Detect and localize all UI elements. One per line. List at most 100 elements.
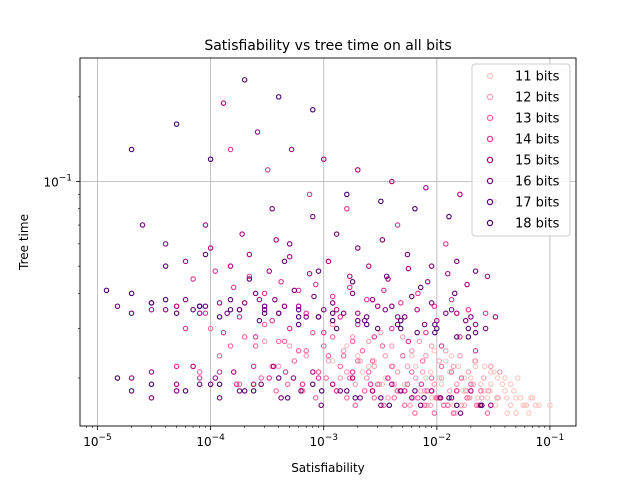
data-point xyxy=(472,358,479,364)
data-point xyxy=(423,185,429,191)
data-point xyxy=(462,388,469,394)
data-point xyxy=(310,329,316,336)
data-point xyxy=(337,314,344,320)
series-17-bits xyxy=(148,251,485,409)
data-point xyxy=(337,375,344,381)
data-point xyxy=(412,388,418,394)
data-point xyxy=(359,348,366,354)
legend-label: 14 bits xyxy=(515,133,560,148)
data-point xyxy=(261,306,268,313)
data-point xyxy=(266,268,273,274)
data-point xyxy=(446,395,452,401)
data-point xyxy=(182,258,189,265)
legend-label: 13 bits xyxy=(515,112,560,127)
data-point xyxy=(236,314,243,320)
data-point xyxy=(329,293,336,300)
data-point xyxy=(318,388,325,394)
data-point xyxy=(412,363,419,370)
data-point xyxy=(128,310,135,316)
data-point xyxy=(398,388,404,394)
data-point xyxy=(286,325,293,332)
data-point xyxy=(473,402,480,409)
data-point xyxy=(391,381,397,388)
data-point xyxy=(470,381,477,388)
data-point xyxy=(427,402,434,409)
data-point xyxy=(266,375,273,381)
data-point xyxy=(148,381,155,388)
data-point xyxy=(265,167,271,173)
data-point xyxy=(389,178,395,185)
legend-marker xyxy=(486,135,494,143)
data-point xyxy=(533,402,539,409)
data-point xyxy=(261,338,268,345)
data-point xyxy=(282,369,289,375)
data-point xyxy=(261,310,268,316)
data-point xyxy=(236,381,243,388)
data-point xyxy=(352,402,359,409)
data-point xyxy=(452,410,458,416)
data-point xyxy=(385,395,391,401)
data-point xyxy=(291,287,298,294)
data-point xyxy=(432,321,438,328)
data-point xyxy=(547,402,553,409)
data-point xyxy=(261,290,268,297)
data-point xyxy=(347,375,353,381)
data-point xyxy=(382,375,389,381)
data-point xyxy=(250,388,257,394)
legend-label: 17 bits xyxy=(515,196,560,211)
data-point xyxy=(258,375,264,381)
data-point xyxy=(478,388,484,394)
data-point xyxy=(369,296,376,303)
data-point xyxy=(246,276,253,282)
plot-frame xyxy=(79,57,577,427)
data-point xyxy=(162,263,169,269)
legend-marker xyxy=(486,219,494,227)
data-point xyxy=(227,343,234,349)
legend-marker xyxy=(486,156,494,164)
data-point xyxy=(488,381,494,388)
data-point xyxy=(394,369,401,375)
data-point xyxy=(340,348,347,354)
data-point xyxy=(453,258,460,265)
data-point xyxy=(394,321,401,328)
data-point xyxy=(315,314,322,320)
data-point xyxy=(381,287,387,294)
data-point xyxy=(503,395,510,401)
data-point xyxy=(182,388,189,394)
data-point xyxy=(461,402,468,409)
data-point xyxy=(344,206,350,212)
data-point xyxy=(453,402,460,409)
data-point xyxy=(401,381,408,388)
data-point xyxy=(423,329,429,336)
data-point xyxy=(405,265,412,272)
data-point xyxy=(325,352,332,359)
data-point xyxy=(196,303,203,309)
data-point xyxy=(318,402,324,409)
data-point xyxy=(303,314,309,320)
data-point xyxy=(252,343,259,349)
data-point xyxy=(207,325,214,332)
data-point xyxy=(220,100,227,106)
data-point xyxy=(385,276,391,282)
data-point xyxy=(415,290,421,297)
data-point xyxy=(404,251,411,258)
data-point xyxy=(355,358,361,364)
data-point xyxy=(365,363,372,370)
data-point xyxy=(281,258,288,265)
x-axis-label: Satisfiability xyxy=(291,461,365,475)
data-point xyxy=(468,314,474,320)
data-point xyxy=(216,352,223,359)
x-tick-label: 10−5 xyxy=(83,433,112,449)
data-point xyxy=(421,321,428,328)
data-point xyxy=(367,381,374,388)
data-point xyxy=(394,314,401,320)
data-point xyxy=(424,278,431,285)
series-14-bits xyxy=(173,146,489,401)
data-point xyxy=(523,402,530,409)
data-point xyxy=(405,338,412,345)
series-15-bits xyxy=(128,100,499,409)
data-point xyxy=(488,369,494,375)
data-point xyxy=(190,363,196,370)
data-point xyxy=(528,395,534,401)
data-point xyxy=(391,395,397,401)
